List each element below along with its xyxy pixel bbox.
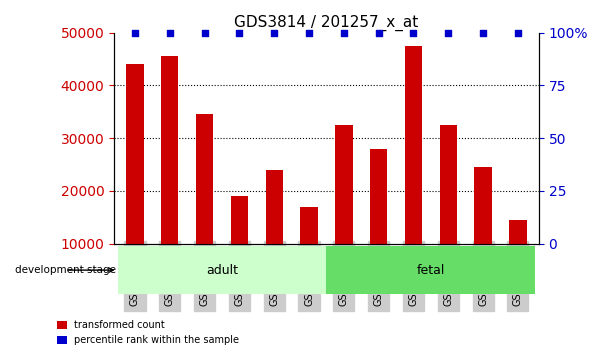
Bar: [405, 46, 422, 297]
Bar: [300, 207, 318, 297]
Legend: transformed count, percentile rank within the sample: transformed count, percentile rank withi…: [53, 316, 244, 349]
Point: [304, 30, 314, 35]
Bar: [231, 196, 248, 297]
Point: [374, 30, 384, 35]
Point: [165, 30, 175, 35]
FancyBboxPatch shape: [118, 246, 326, 294]
Bar: [370, 149, 387, 297]
Text: adult: adult: [206, 264, 238, 276]
Point: [513, 30, 523, 35]
Bar: [265, 170, 283, 297]
Bar: [196, 114, 213, 297]
Title: GDS3814 / 201257_x_at: GDS3814 / 201257_x_at: [235, 15, 418, 31]
Point: [200, 30, 209, 35]
Point: [409, 30, 418, 35]
Point: [478, 30, 488, 35]
Point: [443, 30, 453, 35]
Bar: [161, 56, 178, 297]
Text: development stage: development stage: [15, 265, 116, 275]
Point: [339, 30, 349, 35]
Bar: [335, 125, 353, 297]
Bar: [475, 167, 492, 297]
FancyBboxPatch shape: [326, 246, 535, 294]
Point: [235, 30, 244, 35]
Point: [270, 30, 279, 35]
Bar: [440, 125, 457, 297]
Bar: [126, 64, 144, 297]
Point: [130, 30, 140, 35]
Text: fetal: fetal: [417, 264, 445, 276]
Bar: [509, 220, 526, 297]
